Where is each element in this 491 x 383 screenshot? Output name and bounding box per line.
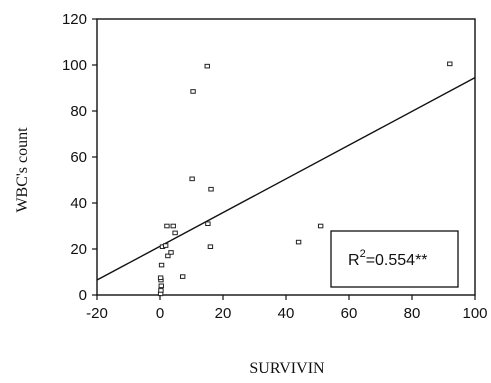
x-axis-title: SURVIVIN (249, 360, 325, 377)
data-point-21 (317, 223, 324, 229)
data-point-1 (158, 288, 164, 293)
data-point-4 (157, 275, 164, 281)
r2-superscript: 2 (360, 248, 366, 260)
data-points (157, 61, 453, 297)
y-tick-label-20: 20 (70, 241, 87, 258)
data-point-15 (190, 89, 196, 94)
data-point-10 (172, 230, 178, 236)
data-point-17 (205, 221, 211, 226)
data-point-18 (207, 244, 214, 249)
data-point-19 (208, 186, 214, 192)
y-axis-title: WBC's count (14, 127, 31, 213)
y-tick-label-60: 60 (70, 149, 87, 166)
r2-box (330, 230, 459, 288)
r2-annotation: R2=0.554** (330, 230, 459, 288)
data-point-12 (170, 223, 176, 229)
y-axis: 0 20 40 60 80 100 120 (62, 11, 97, 304)
x-tick-label-80: 80 (404, 305, 421, 322)
data-point-22 (447, 61, 453, 67)
y-tick-label-0: 0 (79, 287, 87, 304)
y-tick-label-100: 100 (62, 57, 87, 74)
r2-value: =0.554** (366, 252, 428, 269)
y-tick-label-120: 120 (62, 11, 87, 28)
data-point-5 (158, 262, 165, 268)
data-point-16 (204, 63, 210, 69)
x-tick-label-60: 60 (341, 305, 358, 322)
data-point-9 (168, 250, 174, 255)
r2-prefix: R (348, 252, 360, 269)
x-tick-label-0: 0 (156, 305, 164, 322)
data-point-11 (164, 223, 170, 229)
x-tick-label-20: 20 (215, 305, 232, 322)
x-tick-label-100: 100 (462, 305, 487, 322)
r2-label: R2=0.554** (348, 248, 428, 269)
data-point-7 (162, 243, 169, 248)
data-point-20 (295, 239, 302, 245)
x-axis: -20 0 20 40 60 80 100 (86, 295, 488, 322)
y-tick-label-80: 80 (70, 103, 87, 120)
data-point-8 (165, 253, 171, 259)
y-tick-label-40: 40 (70, 195, 87, 212)
x-tick-label-40: 40 (278, 305, 295, 322)
data-point-14 (189, 176, 195, 182)
data-point-13 (179, 274, 186, 279)
x-tick-label--20: -20 (86, 305, 108, 322)
data-point-2 (158, 283, 164, 289)
